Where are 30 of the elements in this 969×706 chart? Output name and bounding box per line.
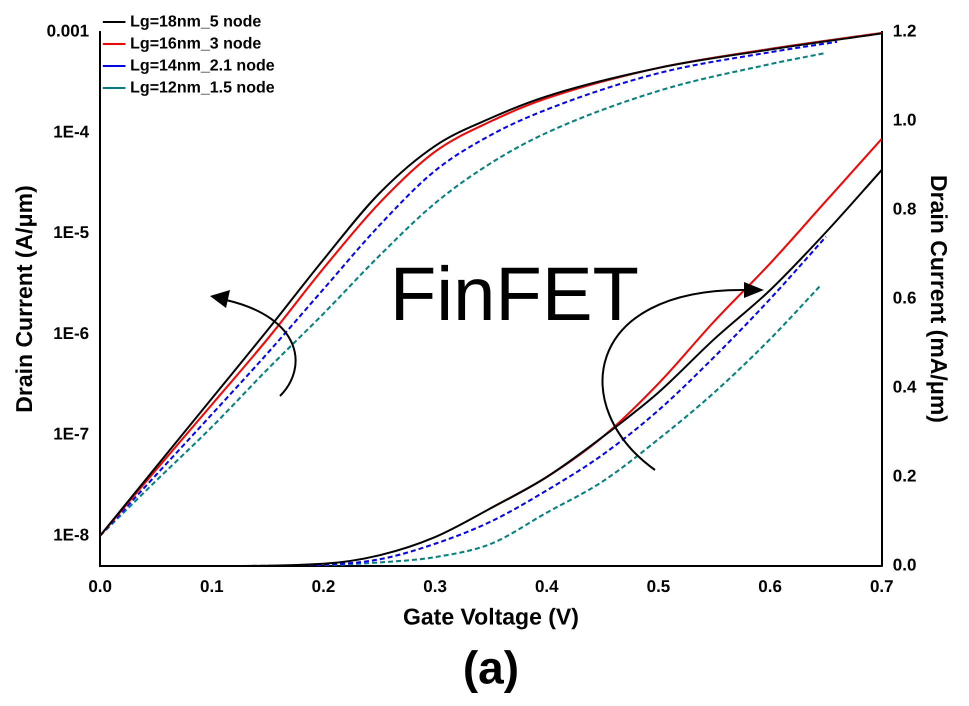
x-tick-label: 0.4 [534,576,560,596]
annotation: FinFET [390,252,639,337]
y-tick-label: 1E-4 [53,122,90,142]
y2-tick-label: 1.2 [892,22,916,41]
legend-label: Lg=12nm_1.5 node [130,79,275,96]
y-tick-label: 1E-8 [53,525,90,544]
x-tick-label: 0.0 [88,576,112,596]
y-tick-label: 1E-6 [53,324,90,343]
x-tick-label: 0.3 [423,576,447,596]
legend-label: Lg=18nm_5 node [130,13,262,30]
y2-axis-title: Drain Current (mA/μm) [926,175,952,423]
y2-tick-label: 0.6 [892,288,916,308]
y-axis-title: Drain Current (A/μm) [11,185,38,413]
y-tick-label: 1E-5 [53,223,90,242]
y-tick-label: 0.001 [46,22,90,41]
x-tick-label: 0.6 [758,576,782,596]
x-axis-title: Gate Voltage (V) [402,604,579,630]
legend-label: Lg=16nm_3 node [130,35,262,52]
y2-tick-label: 0.8 [892,200,916,219]
y2-tick-label: 0.4 [892,378,917,397]
x-tick-label: 0.2 [312,576,336,596]
text: (a) [462,642,520,694]
x-tick-label: 0.1 [200,576,224,596]
y2-tick-label: 0.2 [892,466,916,486]
y-tick-label: 1E-7 [53,424,90,444]
x-tick-label: 0.7 [870,576,894,596]
y2-tick-label: 0.0 [892,556,916,575]
x-tick-label: 0.5 [646,576,670,596]
y2-tick-label: 1.0 [892,110,916,130]
legend-label: Lg=14nm_2.1 node [130,57,275,74]
